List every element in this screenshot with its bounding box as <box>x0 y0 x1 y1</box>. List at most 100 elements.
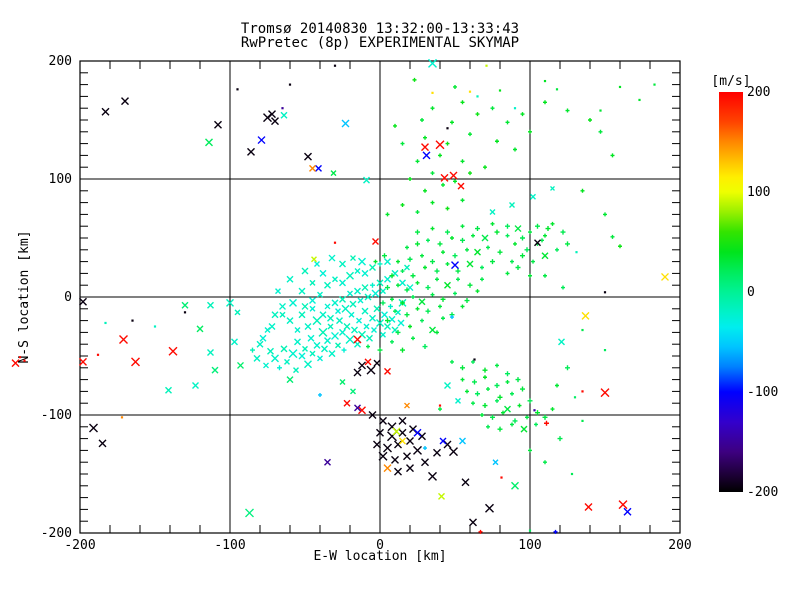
data-point <box>286 275 294 283</box>
data-point <box>339 279 346 287</box>
data-point <box>520 386 525 392</box>
data-point <box>313 341 321 349</box>
data-point <box>618 244 622 249</box>
data-point <box>472 379 477 385</box>
data-point <box>425 285 431 291</box>
data-point <box>478 529 483 534</box>
data-point <box>490 221 495 226</box>
data-point <box>385 318 390 324</box>
data-point <box>423 265 427 270</box>
data-point <box>623 507 632 516</box>
data-point <box>312 316 322 326</box>
data-point <box>420 318 424 323</box>
data-point <box>168 346 178 356</box>
data-point <box>404 312 410 318</box>
data-point <box>468 171 472 176</box>
data-point <box>494 229 500 235</box>
data-point <box>600 388 610 398</box>
data-point <box>528 273 532 278</box>
data-point <box>408 177 412 181</box>
data-point <box>339 260 346 268</box>
y-tick-label: 0 <box>64 290 72 305</box>
data-point <box>271 354 279 363</box>
data-point <box>598 129 603 134</box>
data-point <box>363 323 370 330</box>
data-point <box>411 295 415 299</box>
data-point <box>581 311 590 320</box>
data-point <box>431 91 434 94</box>
data-point <box>495 139 499 144</box>
data-point <box>356 317 362 324</box>
data-point <box>372 238 379 246</box>
data-point <box>497 249 503 255</box>
data-point <box>603 291 607 294</box>
data-point <box>464 298 470 304</box>
data-point <box>256 340 264 348</box>
data-point <box>603 212 607 217</box>
data-point <box>471 401 475 406</box>
data-point <box>304 152 312 161</box>
data-point <box>341 119 350 128</box>
data-point <box>524 247 530 253</box>
data-point <box>423 446 427 451</box>
data-point <box>483 375 487 380</box>
y-axis-tick-labels: -200 -100 0 100 200 <box>41 54 72 541</box>
data-point <box>505 223 510 229</box>
x-axis-tick-labels: -200 -100 0 100 200 <box>64 538 691 553</box>
data-point <box>361 307 369 315</box>
data-point <box>483 165 487 170</box>
data-point <box>450 120 454 125</box>
data-point <box>327 314 334 322</box>
data-point <box>505 233 510 238</box>
data-point <box>465 389 469 394</box>
data-point <box>555 383 559 388</box>
data-point <box>500 476 503 479</box>
data-point <box>528 230 532 235</box>
data-point <box>328 254 336 262</box>
data-point <box>474 248 481 256</box>
data-point <box>423 135 427 140</box>
data-point <box>429 326 436 334</box>
data-point <box>584 503 593 512</box>
data-point <box>406 464 414 473</box>
data-point <box>234 309 241 316</box>
data-point <box>314 260 320 267</box>
data-point <box>294 338 301 346</box>
data-point <box>510 422 514 427</box>
data-point <box>363 176 370 184</box>
data-point <box>610 234 615 239</box>
data-point <box>309 350 316 357</box>
data-point <box>459 437 466 445</box>
data-point <box>560 229 566 235</box>
data-point <box>335 342 341 349</box>
data-point <box>480 265 484 270</box>
data-point <box>570 472 574 476</box>
data-point <box>335 308 341 315</box>
data-point <box>520 112 525 117</box>
data-point <box>426 238 430 243</box>
data-point <box>433 448 441 457</box>
data-point <box>317 291 323 298</box>
data-point <box>445 229 450 235</box>
data-point <box>410 273 416 279</box>
data-point <box>482 367 488 373</box>
data-point <box>331 299 339 307</box>
data-point <box>358 257 366 266</box>
data-point <box>543 100 547 105</box>
data-point <box>480 277 484 282</box>
data-point <box>361 284 369 292</box>
data-point <box>391 455 399 464</box>
data-point <box>353 335 362 344</box>
data-point <box>318 392 322 397</box>
data-point <box>301 302 309 310</box>
data-point <box>405 245 409 250</box>
data-point <box>294 327 301 334</box>
colorbar-tick-label: -100 <box>747 385 778 400</box>
data-point <box>533 409 536 412</box>
data-point <box>131 319 134 322</box>
data-point <box>250 347 255 353</box>
data-point <box>437 241 443 247</box>
data-point <box>317 355 323 362</box>
data-point <box>460 304 465 309</box>
data-point <box>307 334 315 342</box>
